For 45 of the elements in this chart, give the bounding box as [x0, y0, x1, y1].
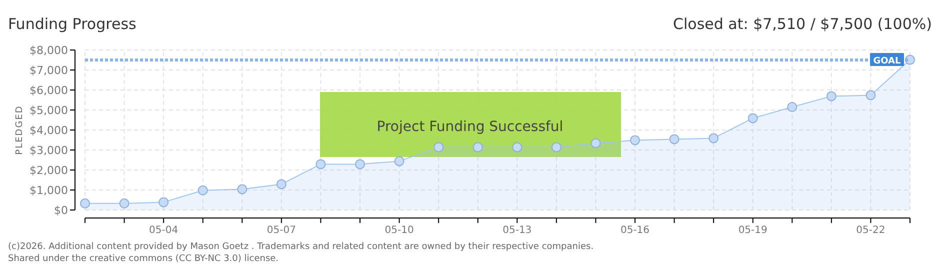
point — [237, 184, 248, 194]
point — [669, 134, 680, 144]
point — [394, 156, 404, 166]
point — [787, 102, 798, 112]
x-tick-label: 05-13 — [502, 225, 532, 236]
y-tick-label: $0 — [54, 204, 68, 217]
point — [119, 198, 130, 208]
point — [80, 198, 90, 208]
point — [748, 113, 758, 124]
point — [590, 138, 601, 148]
point — [826, 91, 836, 102]
y-axis-title: PLEDGED — [15, 105, 25, 155]
x-tick-label: 05-04 — [149, 225, 178, 236]
point — [512, 142, 522, 152]
point — [316, 159, 326, 170]
y-tick-label: $7,000 — [30, 64, 68, 77]
chart-subtitle: Closed at: $7,510 / $7,500 (100%) — [673, 15, 932, 33]
y-tick-label: $4,000 — [30, 124, 68, 137]
annotation: Project Funding Successful — [376, 119, 564, 135]
x-tick-label: 05-22 — [856, 225, 886, 236]
text: Shared under the creative commons (CC BY-NC 3.0) license. — [8, 254, 279, 264]
point — [472, 142, 483, 152]
point — [198, 185, 208, 196]
point — [551, 142, 562, 152]
chart-title: Funding Progress — [8, 15, 137, 33]
point — [158, 197, 169, 208]
x-tick-label: 05-07 — [266, 225, 296, 236]
point — [355, 159, 365, 170]
y-tick-label: $6,000 — [30, 84, 68, 97]
point — [276, 179, 286, 190]
point — [866, 90, 876, 100]
x-tick-label: 05-10 — [384, 225, 414, 236]
point — [708, 133, 719, 144]
y-tick-label: $8,000 — [30, 44, 68, 57]
y-tick-label: $3,000 — [30, 144, 68, 157]
ref-line-label: GOAL — [873, 56, 902, 66]
y-tick-label: $5,000 — [30, 104, 68, 117]
x-tick-label: 05-16 — [620, 225, 650, 236]
y-tick-label: $1,000 — [30, 184, 68, 197]
text: (c)2026. Additional content provided by Mason Goetz . Trademarks and related content are owned by their respective companies. — [8, 242, 594, 252]
point — [630, 135, 640, 146]
status-banner: Project Funding Successful — [320, 92, 621, 157]
x-tick-label: 05-19 — [738, 225, 768, 236]
point — [434, 142, 444, 152]
y-tick-label: $2,000 — [30, 164, 68, 177]
